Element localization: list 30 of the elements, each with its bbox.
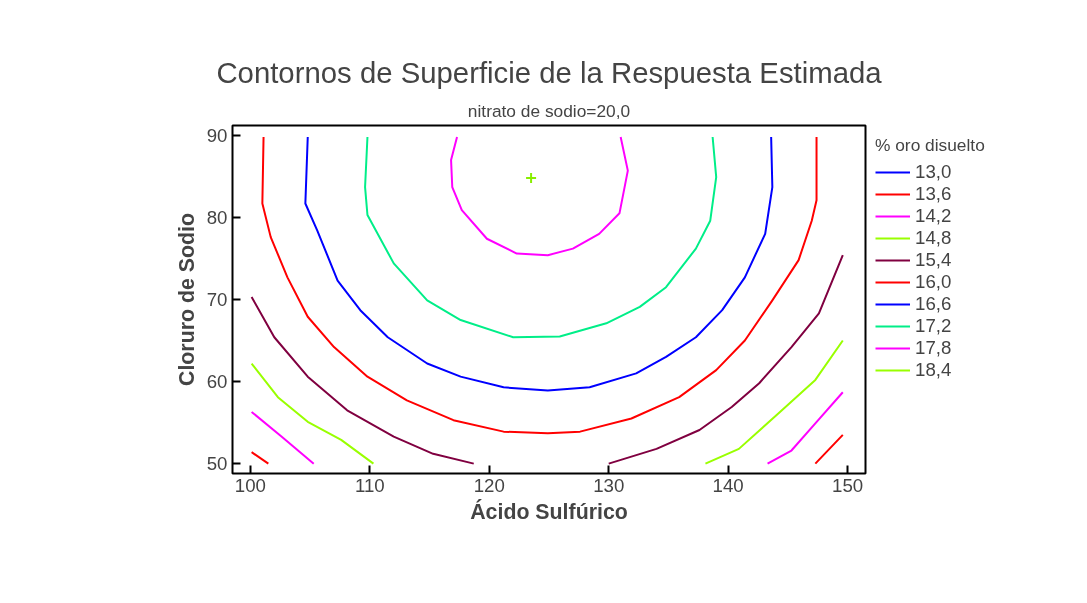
y-axis-title: Cloruro de Sodio [174, 212, 199, 386]
x-tick-label: 100 [234, 474, 266, 496]
x-tick-label: 140 [712, 474, 744, 496]
y-tick-label: 90 [206, 124, 228, 146]
legend-label: 18,4 [915, 359, 952, 381]
line-series [364, 135, 718, 339]
line-series [450, 135, 629, 257]
x-tick-label: 150 [832, 474, 864, 496]
legend-label: 15,4 [915, 249, 952, 271]
legend-label: 13,6 [915, 183, 952, 205]
chart-title: Contornos de Superficie de la Respuesta Estimada [216, 55, 883, 89]
line-series [304, 135, 774, 392]
y-tick-label: 50 [206, 453, 228, 475]
legend-label: 13,0 [915, 161, 952, 183]
legend-label: 16,0 [915, 271, 952, 293]
legend-label: 17,2 [915, 315, 952, 337]
legend-label: 17,8 [915, 337, 952, 359]
x-tick-label: 130 [593, 474, 625, 496]
line-series [261, 135, 818, 435]
x-tick-label: 110 [354, 474, 385, 496]
legend-title: % oro disuelto [875, 135, 985, 156]
y-tick-label: 60 [206, 371, 228, 393]
chart-subtitle: nitrato de sodio=20,0 [467, 100, 631, 121]
y-tick-label: 70 [206, 289, 228, 310]
x-tick-label: 120 [473, 474, 505, 496]
legend-label: 16,6 [915, 293, 952, 315]
legend-label: 14,8 [915, 227, 952, 249]
legend-label: 14,2 [915, 205, 952, 227]
x-axis-title: Ácido Sulfúrico [470, 498, 628, 524]
y-tick-label: 80 [206, 206, 228, 228]
